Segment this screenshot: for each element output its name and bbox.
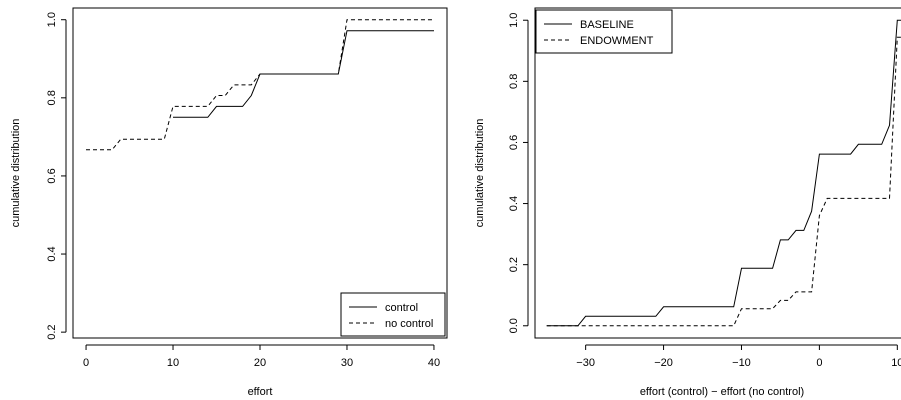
right-y-axis: 0.0 0.2 0.4 0.6 0.8 1.0: [508, 13, 529, 333]
right-y-tick-label: 0.8: [508, 74, 520, 89]
right-series-baseline: [546, 19, 901, 327]
right-x-tick-label: −20: [654, 357, 673, 369]
right-legend: BASELINE ENDOWMENT: [535, 9, 673, 54]
right-x-tick-label: 10: [891, 357, 901, 369]
right-y-tick-label: 0.0: [508, 318, 520, 333]
left-y-tick-label: 1.0: [46, 12, 58, 27]
left-x-tick-label: 40: [428, 357, 440, 369]
left-y-tick-label: 0.8: [46, 90, 58, 105]
right-y-tick-label: 0.6: [508, 135, 520, 150]
left-series-control: [173, 30, 434, 118]
right-y-axis-label: cumulative distribution: [474, 119, 486, 228]
right-plot-frame: [534, 7, 901, 339]
left-y-axis-label: cumulative distribution: [10, 119, 22, 228]
left-y-tick-label: 0.4: [46, 246, 58, 261]
left-y-axis: 0.2 0.4 0.6 0.8 1.0: [46, 12, 67, 340]
left-x-axis: 0 10 20 30 40: [83, 344, 440, 369]
right-x-axis-label: effort (control) − effort (no control): [640, 386, 804, 398]
left-series-no-control: [86, 19, 434, 151]
right-series-endowment: [546, 36, 901, 327]
right-panel: 0.0 0.2 0.4 0.6 0.8 1.0 −30 −20 −10 0 10 effort (…: [474, 7, 901, 398]
left-series: [86, 19, 434, 151]
left-legend-box: [340, 292, 446, 337]
right-series: [546, 19, 901, 327]
left-legend-label-no-control: no control: [385, 318, 433, 330]
right-y-tick-label: 1.0: [508, 13, 520, 28]
left-x-tick-label: 0: [83, 357, 89, 369]
right-x-tick-label: 0: [816, 357, 822, 369]
left-x-tick-label: 10: [167, 357, 179, 369]
left-x-tick-label: 20: [254, 357, 266, 369]
right-y-tick-label: 0.2: [508, 257, 520, 272]
left-y-tick-label: 0.6: [46, 168, 58, 183]
left-x-tick-label: 30: [341, 357, 353, 369]
right-y-tick-label: 0.4: [508, 196, 520, 211]
left-x-axis-label: effort: [248, 386, 273, 398]
left-legend-label-control: control: [385, 302, 418, 314]
right-legend-label-baseline: BASELINE: [580, 19, 634, 31]
left-panel: 0.2 0.4 0.6 0.8 1.0 0 10 20 30 40 effort cumulat…: [10, 7, 448, 398]
right-x-tick-label: −10: [732, 357, 751, 369]
left-plot-frame: [72, 7, 448, 339]
left-y-tick-label: 0.2: [46, 324, 58, 339]
right-x-axis: −30 −20 −10 0 10: [576, 344, 901, 369]
left-legend: control no control: [340, 292, 446, 337]
right-legend-box: [535, 9, 673, 54]
right-x-tick-label: −30: [576, 357, 595, 369]
right-legend-label-endowment: ENDOWMENT: [580, 35, 654, 47]
